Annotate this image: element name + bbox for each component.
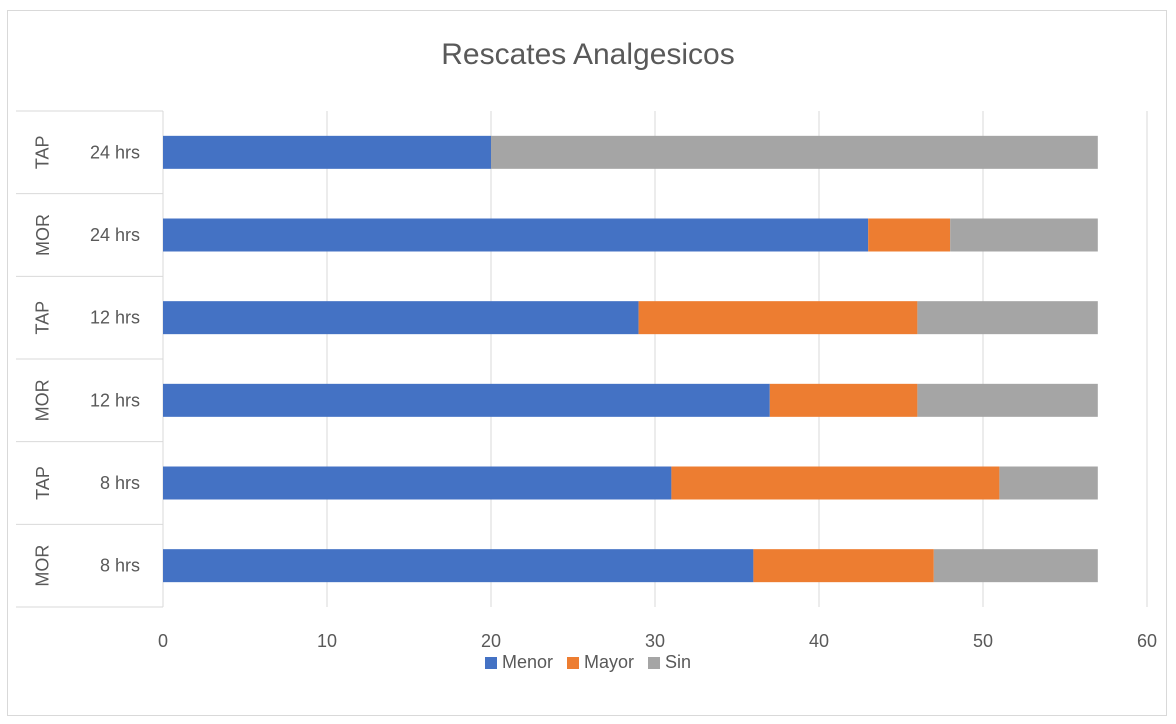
legend-swatch: [648, 656, 661, 669]
bar-segment-sin: [933, 549, 1098, 583]
x-tick-label: 10: [317, 631, 337, 651]
x-tick-label: 30: [645, 631, 665, 651]
y-tick-label: 12 hrs: [90, 308, 140, 328]
legend-item: Mayor: [567, 652, 634, 673]
legend-item: Menor: [484, 652, 553, 673]
y-tick-label: 24 hrs: [90, 142, 140, 162]
y-group-label: MOR: [33, 379, 53, 421]
bar-segment-mayor: [769, 383, 918, 417]
legend-label: Mayor: [584, 652, 635, 672]
bar-segment-mayor: [753, 549, 934, 583]
y-group-label: MOR: [33, 545, 53, 587]
bar-segment-menor: [163, 466, 672, 500]
y-tick-label: 24 hrs: [90, 225, 140, 245]
y-tick-label: 12 hrs: [90, 390, 140, 410]
bar-segment-sin: [491, 135, 1098, 169]
bar-segment-mayor: [868, 218, 951, 252]
x-tick-label: 50: [973, 631, 993, 651]
y-tick-label: 8 hrs: [100, 556, 140, 576]
bar-segment-sin: [917, 301, 1098, 335]
bar-segment-sin: [950, 218, 1098, 252]
bar-segment-sin: [917, 383, 1098, 417]
y-group-label: TAP: [33, 301, 53, 335]
bar-segment-menor: [163, 549, 754, 583]
legend-item: Sin: [648, 652, 691, 673]
legend-label: Sin: [665, 652, 692, 672]
x-tick-label: 60: [1137, 631, 1157, 651]
chart-title: Rescates Analgesicos: [441, 38, 735, 71]
y-group-label: TAP: [33, 135, 53, 169]
y-group-label: TAP: [33, 466, 53, 500]
chart-frame: [7, 10, 1167, 716]
x-tick-label: 20: [481, 631, 501, 651]
bar-segment-mayor: [671, 466, 1000, 500]
bar-segment-menor: [163, 218, 869, 252]
y-group-label: MOR: [33, 214, 53, 256]
legend-swatch: [484, 656, 497, 669]
legend-swatch: [567, 656, 579, 669]
bar-segment-menor: [163, 383, 770, 417]
bar-segment-mayor: [638, 301, 918, 335]
x-tick-label: 40: [809, 631, 829, 651]
bar-segment-menor: [163, 135, 491, 169]
chart-legend: Menor Mayor Sin: [0, 652, 1176, 673]
legend-label: Menor: [501, 652, 553, 672]
y-tick-label: 8 hrs: [100, 473, 140, 493]
bar-segment-sin: [999, 466, 1098, 500]
bar-segment-menor: [163, 301, 639, 335]
x-tick-label: 0: [158, 631, 168, 651]
